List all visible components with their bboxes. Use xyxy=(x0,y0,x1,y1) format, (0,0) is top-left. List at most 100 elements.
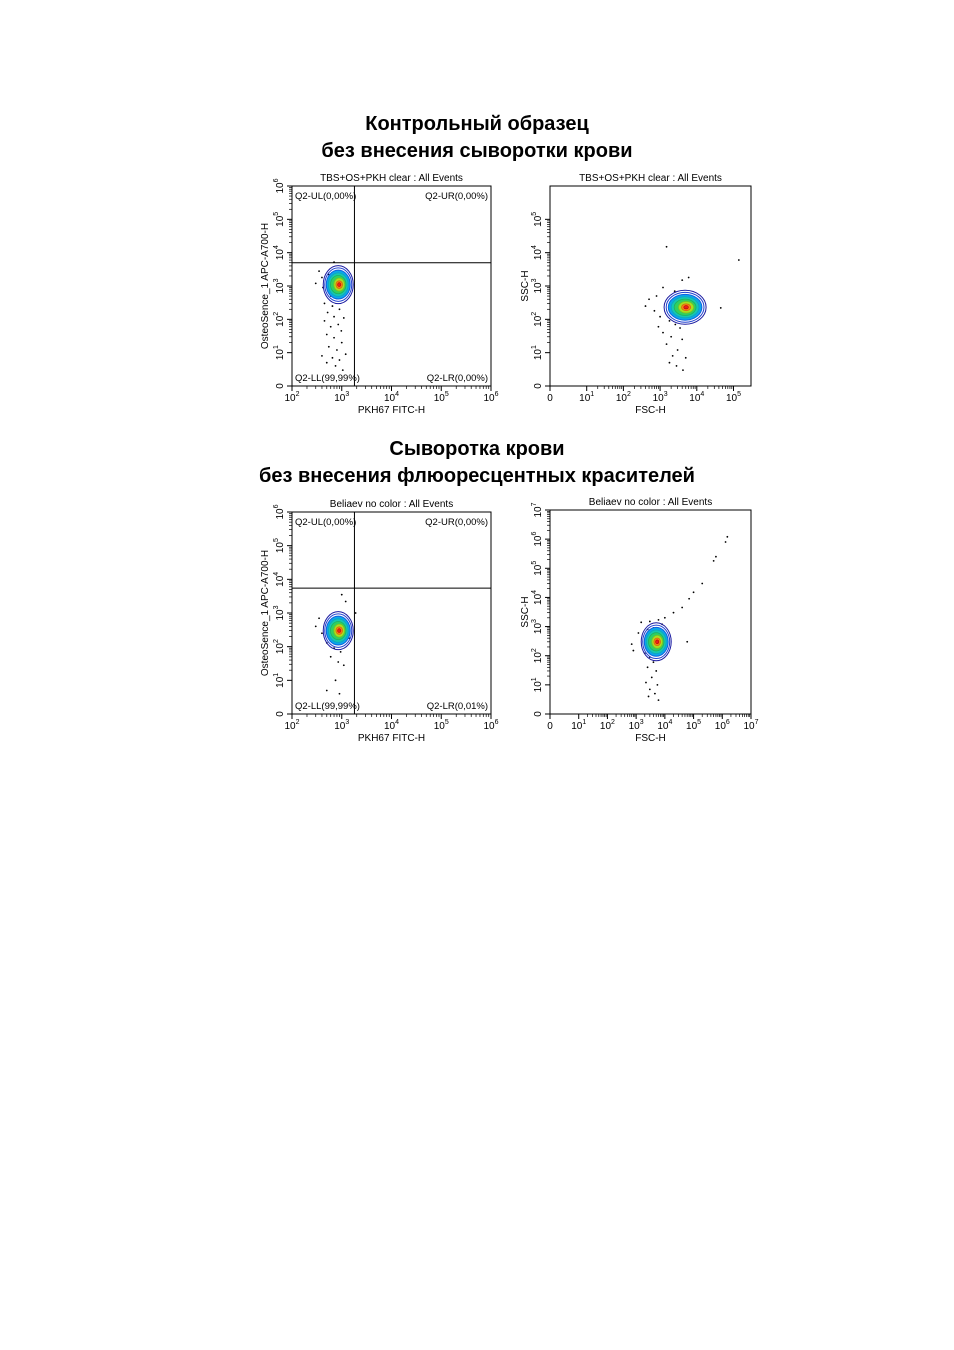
section-2-title: Сыворотка крови без внесения флюоресцент… xyxy=(0,436,954,490)
event-dot xyxy=(726,535,729,538)
x-axis-label: FSC-H xyxy=(635,405,666,416)
event-dot xyxy=(331,356,334,359)
contour-ring xyxy=(665,291,705,323)
event-dot xyxy=(684,356,687,359)
y-axis-label: OsteoSence_1 APC-A700-H xyxy=(260,223,271,349)
x-axis-label: FSC-H xyxy=(635,733,666,744)
event-dot xyxy=(344,600,347,603)
event-dot xyxy=(668,361,671,364)
event-dot xyxy=(737,259,740,261)
event-dot xyxy=(672,611,675,614)
section-1-title: Контрольный образец без внесения сыворот… xyxy=(0,111,954,165)
contour-ring xyxy=(324,267,353,302)
event-dot xyxy=(674,323,677,326)
event-dot xyxy=(675,365,678,367)
x-tick-label: 103 xyxy=(334,719,349,732)
event-dot xyxy=(333,315,335,318)
x-tick-label: 104 xyxy=(384,391,399,404)
event-dot xyxy=(681,606,684,609)
event-dot xyxy=(668,319,671,322)
contour-outer xyxy=(322,611,354,651)
event-dot xyxy=(653,692,656,695)
event-dot xyxy=(644,305,647,307)
x-tick-label: 104 xyxy=(689,391,704,404)
contour-core xyxy=(337,628,342,633)
contour-ring xyxy=(324,613,353,648)
event-dot xyxy=(327,345,330,348)
event-dot xyxy=(671,354,674,357)
event-dot xyxy=(630,643,633,646)
event-dot xyxy=(657,699,660,701)
section-1-title-line-2: без внесения сыворотки крови xyxy=(321,140,633,162)
quadrant-label-ll: Q2-LL(99,99%) xyxy=(295,373,360,384)
plot-frame xyxy=(549,509,752,715)
event-dot xyxy=(632,649,635,652)
x-tick-label: 0 xyxy=(547,393,553,404)
y-tick-label: 101 xyxy=(273,345,286,360)
event-dot xyxy=(653,309,656,312)
contour-core xyxy=(655,639,660,645)
event-dot xyxy=(648,620,651,623)
y-tick-label: 102 xyxy=(531,312,544,327)
event-dot xyxy=(648,298,650,301)
x-tick-label: 102 xyxy=(284,391,299,404)
y-tick-label: 105 xyxy=(531,212,544,227)
event-dot xyxy=(314,625,317,628)
y-tick-label: 103 xyxy=(273,278,286,293)
event-dot xyxy=(337,661,340,663)
event-dot xyxy=(681,279,684,282)
contour-outer xyxy=(640,622,672,662)
event-dot xyxy=(687,276,690,279)
section-2-title-line-1: Сыворотка крови xyxy=(389,438,565,460)
y-tick-label: 104 xyxy=(273,245,286,260)
event-dot xyxy=(325,689,328,692)
event-dot xyxy=(655,295,658,297)
event-dot xyxy=(323,302,326,305)
y-tick-label: 0 xyxy=(275,711,286,717)
plot-title: TBS+OS+PKH clear : All Events xyxy=(579,173,722,184)
contour-outer xyxy=(322,265,354,305)
event-dot xyxy=(325,361,328,364)
event-dot xyxy=(665,245,668,248)
y-tick-label: 104 xyxy=(273,572,286,587)
y-axis-label: SSC-H xyxy=(520,270,531,301)
x-tick-label: 102 xyxy=(284,719,299,732)
event-dot xyxy=(681,338,684,341)
event-dot xyxy=(354,612,357,614)
event-dot xyxy=(652,661,655,664)
event-dot xyxy=(344,353,347,356)
event-dot xyxy=(637,632,640,634)
event-dot xyxy=(338,359,341,361)
event-dot xyxy=(662,286,664,289)
event-dot xyxy=(321,354,323,357)
quadrant-label-ur: Q2-UR(0,00%) xyxy=(425,191,488,202)
plot-1: TBS+OS+PKH clear : All Events 102 103 104 10… xyxy=(260,173,499,416)
y-tick-label: 103 xyxy=(531,619,544,634)
x-tick-label: 103 xyxy=(629,719,644,732)
event-dot xyxy=(646,666,649,669)
y-tick-label: 107 xyxy=(531,502,544,517)
x-tick-label: 0 xyxy=(547,721,553,732)
event-dot xyxy=(657,325,660,328)
event-dot xyxy=(659,315,661,318)
event-dot xyxy=(688,597,691,600)
event-dot xyxy=(334,679,337,682)
y-tick-label: 104 xyxy=(531,590,544,605)
x-tick-label: 101 xyxy=(579,391,594,404)
y-tick-label: 103 xyxy=(531,278,544,293)
plot-frame xyxy=(291,511,492,715)
event-dot xyxy=(321,632,323,635)
quadrant-label-lr: Q2-LR(0,01%) xyxy=(427,701,488,712)
contour-outer xyxy=(663,289,707,325)
event-dot xyxy=(340,341,343,344)
event-dot xyxy=(686,640,689,643)
event-dot xyxy=(701,582,704,585)
x-tick-label: 106 xyxy=(715,719,730,732)
x-tick-label: 107 xyxy=(743,719,758,732)
x-tick-label: 105 xyxy=(434,391,449,404)
event-dot xyxy=(329,325,332,328)
event-dot xyxy=(719,307,722,309)
event-dot xyxy=(326,311,329,314)
x-tick-label: 105 xyxy=(726,391,741,404)
